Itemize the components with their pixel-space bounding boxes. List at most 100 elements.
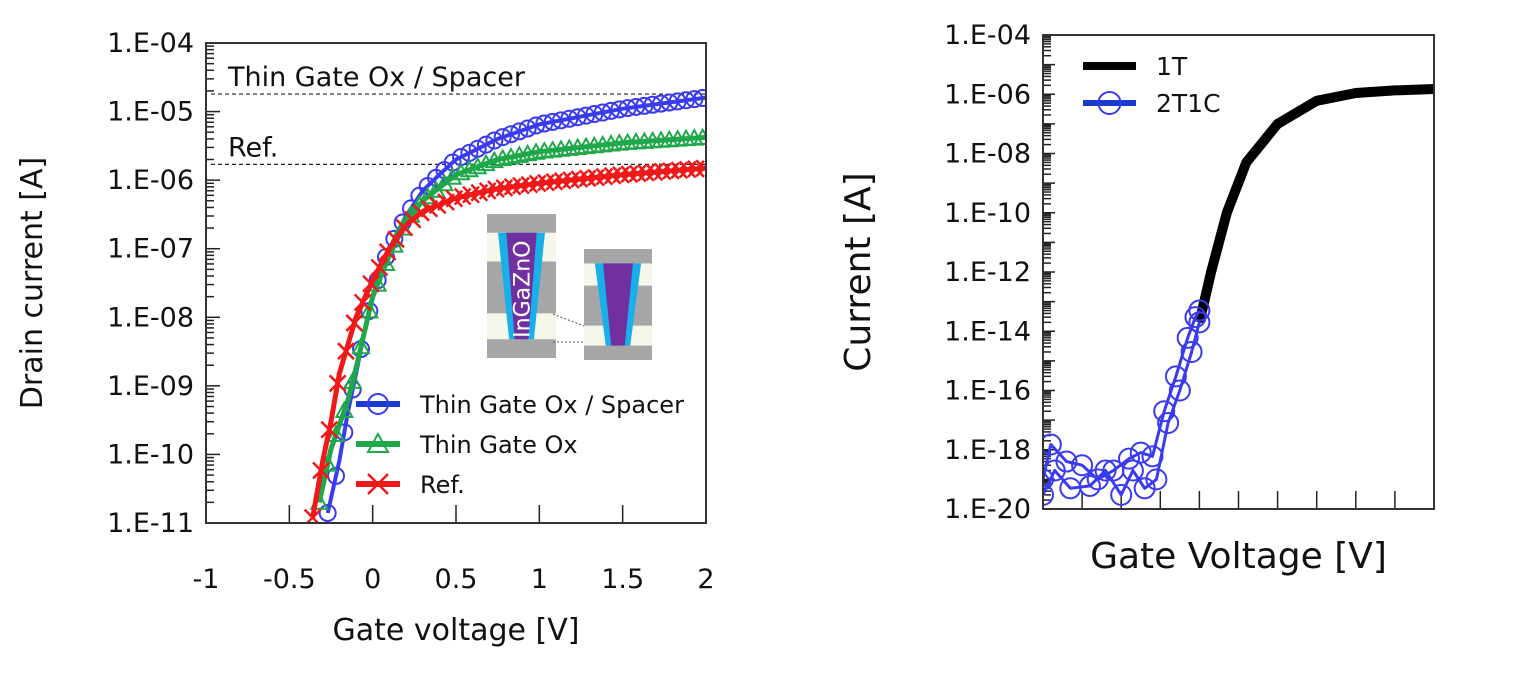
data-point <box>351 336 371 355</box>
data-point <box>328 374 347 393</box>
y-tick-label: 1.E-14 <box>944 316 1031 347</box>
data-point <box>1043 483 1054 506</box>
data-point <box>585 105 604 124</box>
series-line-1t <box>1194 84 1434 324</box>
y-tick-label: 1.E-11 <box>107 508 194 539</box>
y-tick-label: 1.E-10 <box>107 439 194 470</box>
y-tick-label: 1.E-10 <box>944 198 1031 229</box>
data-point <box>1110 483 1133 506</box>
data-point <box>543 112 562 131</box>
data-point <box>442 167 463 185</box>
data-point <box>560 109 579 128</box>
data-point <box>320 420 339 439</box>
x-tick-label: -1 <box>193 564 220 595</box>
series-group <box>1043 84 1434 506</box>
gate-layer <box>487 339 556 358</box>
data-point <box>577 106 595 125</box>
data-point <box>1043 433 1062 456</box>
y-tick-label: 1.E-06 <box>107 165 194 196</box>
data-point <box>1043 459 1066 482</box>
data-point <box>695 159 706 178</box>
legend-item: 1T <box>1083 52 1188 81</box>
data-point <box>1071 454 1094 477</box>
data-point <box>535 114 554 133</box>
legend-marker <box>1097 91 1122 115</box>
data-point <box>602 101 620 120</box>
data-point <box>353 293 372 312</box>
x-tick-label: 0.5 <box>435 564 478 595</box>
data-point <box>493 128 512 147</box>
data-point <box>568 108 587 127</box>
y-tick-label: 1.E-08 <box>107 302 194 333</box>
data-point <box>359 300 380 319</box>
legend-label: Thin Gate Ox / Spacer <box>419 391 684 419</box>
y-axis-label: Drain current [A] <box>15 157 50 409</box>
gate-layer <box>487 214 556 233</box>
x-tick-label: -0.5 <box>263 564 316 595</box>
data-point <box>370 258 389 277</box>
data-point <box>1188 299 1211 322</box>
plot-frame <box>205 42 707 524</box>
y-axis-label: Current [A] <box>838 172 879 371</box>
x-tick-label: 0 <box>364 564 381 595</box>
y-tick-label: 1.E-12 <box>944 257 1031 288</box>
y-tick-label: 1.E-04 <box>107 28 194 59</box>
annotation-label: Thin Gate Ox / Spacer <box>227 62 526 93</box>
legend-item: 2T1C <box>1083 89 1221 118</box>
data-point <box>552 111 570 130</box>
gate-layer <box>584 345 652 360</box>
data-point <box>342 371 363 389</box>
x-tick-label: 1 <box>531 564 548 595</box>
y-tick-label: 1.E-20 <box>944 494 1031 525</box>
y-tick-label: 1.E-09 <box>107 371 194 402</box>
right-chart: 1.E-20 1.E-18 1.E-16 1.E-14 1.E-12 1.E-10 1.E-… <box>838 20 1435 577</box>
data-point <box>345 314 364 332</box>
data-point <box>451 162 471 181</box>
y-tick-label: 1.E-05 <box>107 97 194 128</box>
legend-label: Ref. <box>420 471 465 499</box>
x-axis-label: Gate Voltage [V] <box>1090 536 1387 577</box>
legend-marker <box>367 393 389 415</box>
x-axis-label: Gate voltage [V] <box>333 613 580 648</box>
channel <box>603 263 633 346</box>
data-point <box>485 131 504 150</box>
data-point <box>502 125 520 144</box>
data-point <box>477 135 495 154</box>
data-point <box>1078 474 1101 497</box>
plot-frame <box>1042 34 1435 510</box>
data-point <box>1121 459 1144 482</box>
data-point <box>318 503 337 522</box>
data-point <box>527 116 545 135</box>
y-tick-label: 1.E-16 <box>944 376 1031 407</box>
legend-item: Thin Gate Ox / Spacer <box>356 391 684 419</box>
data-point <box>1157 411 1180 434</box>
y-tick-label: 1.E-18 <box>944 435 1031 466</box>
data-point <box>467 156 488 175</box>
data-point <box>387 230 405 249</box>
data-point <box>1180 340 1203 363</box>
data-point <box>378 242 397 261</box>
data-point <box>312 461 330 480</box>
annotation-label: Ref. <box>228 132 278 163</box>
y-tick-label: 1.E-04 <box>944 20 1031 51</box>
data-point <box>362 274 380 293</box>
data-point <box>510 122 529 141</box>
data-point <box>1129 441 1152 464</box>
device-inset: InGaZnO <box>487 214 652 360</box>
y-tick-label: 1.E-06 <box>944 79 1031 110</box>
data-point <box>593 103 612 122</box>
data-point <box>337 342 355 361</box>
data-point <box>1153 400 1176 423</box>
data-point <box>1145 468 1168 491</box>
x-tick-label: 2 <box>697 564 714 595</box>
y-tick-label: 1.E-08 <box>944 139 1031 170</box>
x-tick-label: 1.5 <box>601 564 644 595</box>
legend-marker <box>367 473 389 495</box>
data-point <box>518 119 537 138</box>
data-point <box>1188 311 1211 334</box>
legend-marker <box>366 431 390 453</box>
data-point <box>334 400 355 419</box>
channel <box>506 232 537 340</box>
series-group <box>303 89 706 523</box>
